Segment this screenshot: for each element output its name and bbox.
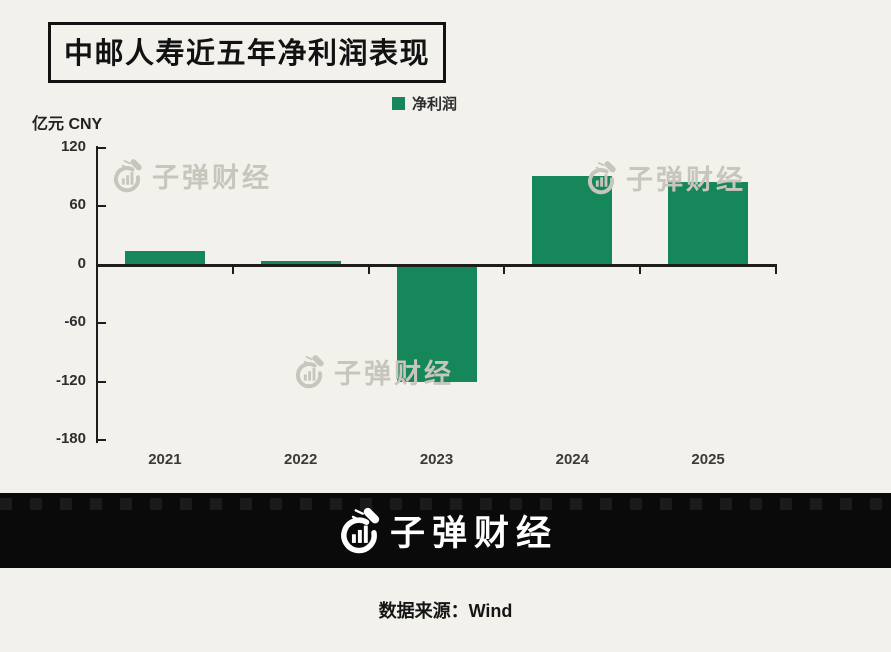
y-axis-line bbox=[96, 146, 98, 443]
bar-2022 bbox=[260, 260, 341, 265]
legend: 净利润 bbox=[392, 93, 457, 114]
bar-2021 bbox=[124, 251, 205, 265]
bullet-logo-icon bbox=[587, 158, 619, 194]
brand-footer: 子弹财经 bbox=[0, 493, 891, 568]
y-axis-unit-label: 亿元 CNY bbox=[32, 116, 103, 133]
watermark: 子弹财经 bbox=[108, 156, 272, 195]
footer-brand-name: 子弹财经 bbox=[389, 514, 558, 553]
y-tick bbox=[97, 380, 106, 383]
x-tick-label: 2021 bbox=[148, 451, 182, 468]
bar-2023 bbox=[396, 264, 477, 382]
y-tick-label: 120 bbox=[60, 138, 86, 155]
legend-label: 净利润 bbox=[412, 96, 458, 113]
x-axis-line bbox=[96, 263, 777, 267]
watermark-text: 子弹财经 bbox=[152, 163, 272, 193]
watermark: 子弹财经 bbox=[290, 352, 454, 391]
y-tick-label: 60 bbox=[69, 196, 86, 214]
y-tick-label: -120 bbox=[55, 371, 86, 389]
x-tick bbox=[639, 266, 642, 274]
chart-title-box: 中邮人寿近五年净利润表现 bbox=[48, 22, 447, 83]
x-tick bbox=[503, 266, 506, 274]
y-tick-label: -180 bbox=[55, 430, 86, 447]
bar-2025 bbox=[668, 182, 749, 265]
y-tick bbox=[97, 322, 106, 325]
x-tick bbox=[775, 266, 777, 274]
y-tick bbox=[97, 147, 106, 149]
legend-swatch bbox=[392, 97, 405, 110]
x-tick-label: 2024 bbox=[555, 451, 589, 468]
bullet-logo-icon bbox=[113, 156, 145, 192]
bullet-logo-icon bbox=[333, 505, 385, 557]
watermark-text: 子弹财经 bbox=[626, 165, 746, 195]
chart-title: 中邮人寿近五年净利润表现 bbox=[64, 38, 431, 70]
data-source: 数据来源：Wind bbox=[378, 601, 513, 621]
watermark: 子弹财经 bbox=[582, 158, 746, 197]
y-tick bbox=[97, 439, 106, 441]
watermark-text: 子弹财经 bbox=[334, 359, 454, 389]
x-tick bbox=[231, 266, 234, 274]
bullet-logo-icon bbox=[295, 352, 327, 388]
x-tick-label: 2023 bbox=[419, 451, 454, 468]
bar-chart: 120 60 0 -60 -120 -180 2021 2022 2023 2024 2025 bbox=[55, 138, 777, 468]
x-tick-label: 2025 bbox=[691, 451, 725, 468]
y-tick-label: -60 bbox=[64, 313, 86, 331]
y-tick bbox=[97, 205, 106, 208]
y-tick-label: 0 bbox=[77, 254, 86, 272]
x-tick-label: 2022 bbox=[284, 451, 318, 468]
x-tick bbox=[367, 266, 370, 274]
